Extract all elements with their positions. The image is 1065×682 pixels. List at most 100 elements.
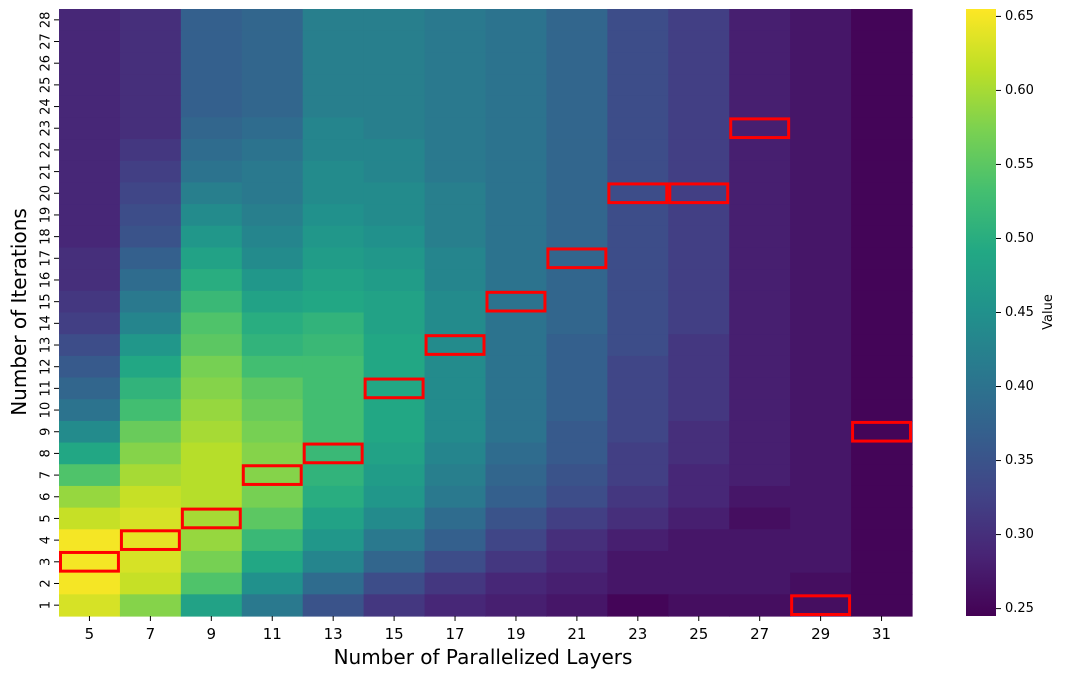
heatmap-cell (851, 74, 913, 97)
heatmap-cell (485, 225, 548, 249)
y-tick-label: 20 (39, 185, 54, 202)
x-tick-label: 19 (506, 625, 525, 643)
heatmap-cell (119, 507, 182, 530)
heatmap-cell (363, 529, 426, 552)
x-tick-label: 27 (750, 625, 769, 643)
highlight-box (668, 182, 730, 205)
heatmap-cell (607, 355, 669, 379)
heatmap-cell (851, 572, 913, 595)
heatmap-cell (668, 269, 730, 292)
heatmap-cell (485, 464, 548, 487)
heatmap-cell (302, 269, 365, 292)
heatmap-cell (668, 377, 730, 400)
heatmap-cell (485, 572, 548, 595)
heatmap-cell (546, 377, 608, 400)
heatmap-cell (546, 30, 608, 53)
colorbar-tick-label: 0.50 (1005, 231, 1034, 246)
highlight-box (363, 377, 425, 400)
heatmap-cell (607, 377, 669, 400)
heatmap-cell (363, 204, 426, 227)
heatmap-cell (424, 160, 487, 184)
heatmap-cell (851, 290, 913, 314)
heatmap-cell (363, 464, 426, 487)
heatmap-cell (668, 204, 730, 227)
heatmap-cell (241, 464, 304, 487)
y-tick-label: 21 (39, 163, 54, 180)
heatmap-cell (363, 30, 426, 53)
heatmap-cell (668, 485, 730, 509)
heatmap-cell (668, 160, 730, 184)
heatmap-cell (302, 182, 365, 205)
heatmap-cell (59, 9, 121, 32)
heatmap-cell (790, 550, 852, 574)
heatmap-cell (729, 247, 791, 270)
highlight-box (851, 420, 913, 443)
heatmap-cell (668, 225, 730, 249)
heatmap-cell (424, 355, 487, 379)
heatmap-cell (546, 290, 608, 314)
highlight-box (241, 464, 303, 486)
heatmap-cell (424, 204, 487, 227)
heatmap-cell (119, 550, 182, 574)
heatmap-cell (424, 269, 487, 292)
x-tick-label: 15 (385, 625, 404, 643)
heatmap-cell (607, 139, 669, 162)
heatmap-cell (59, 334, 121, 357)
heatmap-cell (180, 420, 243, 444)
x-tick-label: 29 (811, 625, 830, 643)
heatmap-cell (851, 52, 913, 75)
heatmap-cell (790, 182, 852, 205)
heatmap-cell (302, 95, 365, 118)
heatmap-cell (607, 160, 669, 184)
heatmap-cell (119, 572, 182, 595)
heatmap-cell (546, 507, 608, 530)
y-tick-label: 25 (39, 77, 54, 94)
heatmap-cell (241, 52, 304, 75)
heatmap-cell (180, 399, 243, 422)
y-tick-label: 24 (39, 98, 54, 115)
heatmap-cell (485, 117, 548, 140)
heatmap-cell (668, 312, 730, 335)
heatmap-cell (607, 117, 669, 140)
heatmap-cell (180, 550, 243, 574)
highlight-boxes (59, 117, 913, 617)
heatmap-cell (790, 52, 852, 75)
heatmap-cell (363, 399, 426, 422)
x-tick-label: 23 (628, 625, 647, 643)
heatmap-cell (59, 594, 121, 617)
heatmap-cell (302, 117, 365, 140)
heatmap-cell (424, 485, 487, 509)
heatmap-cell (729, 225, 791, 249)
heatmap-cell (363, 550, 426, 574)
y-tick-label: 23 (39, 120, 54, 137)
y-tick-label: 9 (39, 428, 54, 436)
heatmap-cell (790, 312, 852, 335)
heatmap-cell (363, 247, 426, 270)
heatmap-cell (59, 182, 121, 205)
heatmap-cell (607, 420, 669, 444)
heatmap-cell (302, 9, 365, 32)
heatmap-cell (119, 485, 182, 509)
y-tick-label: 14 (39, 315, 54, 332)
heatmap-cell (302, 355, 365, 379)
heatmap-cell (851, 594, 913, 617)
heatmap-cell (668, 247, 730, 270)
heatmap-cell (302, 550, 365, 574)
y-tick-label: 27 (39, 33, 54, 50)
heatmap-cell (424, 182, 487, 205)
heatmap-cell (241, 269, 304, 292)
x-axis: 5 7 9 11 13 15 17 19 21 23 25 27 29 31 (85, 616, 891, 643)
heatmap-cell (424, 464, 487, 487)
highlight-box (607, 182, 669, 205)
heatmap-cell (485, 507, 548, 530)
heatmap-cell (851, 160, 913, 184)
heatmap-cell (851, 225, 913, 249)
y-tick-label: 18 (39, 228, 54, 245)
heatmap-cell (546, 529, 608, 552)
heatmap-cell (851, 117, 913, 140)
heatmap-cell (59, 420, 121, 444)
heatmap-cell (790, 529, 852, 552)
heatmap-cell (180, 529, 243, 552)
heatmap-cell (668, 442, 730, 465)
heatmap-cell (241, 74, 304, 97)
